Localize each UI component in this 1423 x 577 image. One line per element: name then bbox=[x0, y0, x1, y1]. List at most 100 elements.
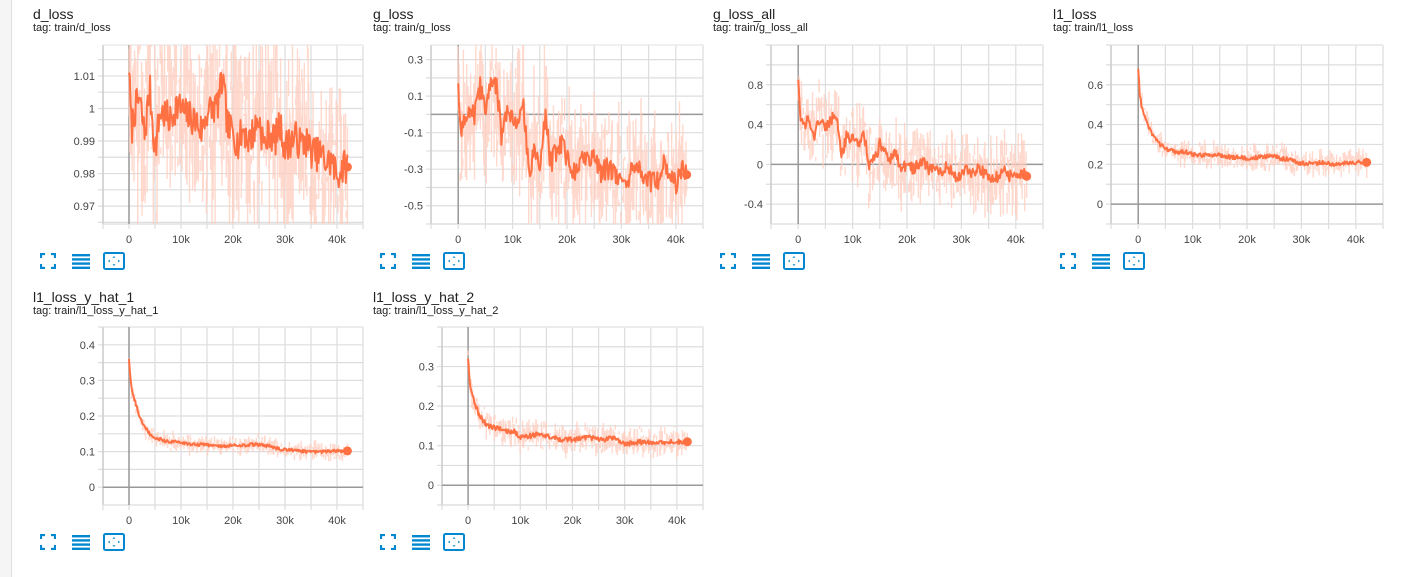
raw-series bbox=[797, 75, 1028, 221]
toggle-log-scale-button[interactable] bbox=[1090, 251, 1112, 271]
list-icon bbox=[752, 254, 770, 269]
y-tick-label: 0.3 bbox=[419, 362, 434, 374]
y-tick-label: -0.1 bbox=[404, 128, 423, 140]
x-tick-label: 10k bbox=[1184, 234, 1202, 246]
smoothed-series bbox=[457, 76, 688, 195]
y-tick-label: 0.4 bbox=[748, 120, 763, 132]
chart-toolbar bbox=[377, 532, 476, 552]
fullscreen-icon bbox=[1060, 253, 1076, 269]
y-tick-label: 0.6 bbox=[1088, 80, 1103, 92]
raw-series bbox=[1137, 69, 1368, 179]
toggle-log-scale-button[interactable] bbox=[410, 532, 432, 552]
chart-card-g-loss-all: g_loss_all tag: train/g_loss_all 0.8 0.4 0… bbox=[713, 0, 1053, 280]
x-tick-label: 40k bbox=[1347, 234, 1365, 246]
expand-chart-button[interactable] bbox=[1057, 251, 1079, 271]
y-tick-label: 0 bbox=[757, 159, 763, 171]
last-point-marker[interactable] bbox=[682, 437, 692, 447]
fit-domain-icon bbox=[103, 252, 125, 270]
chart-toolbar bbox=[37, 251, 136, 271]
y-tick-label: 0.2 bbox=[80, 411, 95, 423]
grid bbox=[98, 326, 364, 510]
expand-chart-button[interactable] bbox=[377, 532, 399, 552]
x-tick-label: 30k bbox=[276, 234, 294, 246]
chart-card-g-loss: g_loss tag: train/g_loss 0.3 0.1 -0.1 -0.3 -… bbox=[373, 0, 713, 280]
toggle-log-scale-button[interactable] bbox=[70, 251, 92, 271]
line-chart[interactable]: 0.3 0.1 -0.1 -0.3 -0.5 0 10k 20k 30k 40k bbox=[373, 0, 713, 280]
y-tick-label: 0.98 bbox=[74, 169, 95, 181]
x-tick-label: 40k bbox=[1007, 234, 1025, 246]
last-point-marker[interactable] bbox=[682, 170, 692, 180]
last-point-marker[interactable] bbox=[1362, 157, 1372, 167]
fit-domain-button[interactable] bbox=[783, 251, 805, 271]
toggle-log-scale-button[interactable] bbox=[750, 251, 772, 271]
chart-title: l1_loss_y_hat_2 bbox=[373, 289, 475, 305]
last-point-marker[interactable] bbox=[1022, 171, 1032, 181]
grid bbox=[1106, 44, 1384, 229]
smoothed-series bbox=[797, 79, 1028, 184]
grid bbox=[437, 326, 704, 510]
y-tick-label: 0.8 bbox=[748, 80, 763, 92]
x-tick-label: 40k bbox=[667, 234, 685, 246]
y-tick-label: 0.4 bbox=[80, 340, 95, 352]
fit-domain-button[interactable] bbox=[1123, 251, 1145, 271]
y-tick-label: 0.3 bbox=[408, 55, 423, 67]
fullscreen-icon bbox=[380, 534, 396, 550]
expand-chart-button[interactable] bbox=[377, 251, 399, 271]
x-tick-label: 20k bbox=[1238, 234, 1256, 246]
fit-domain-button[interactable] bbox=[103, 532, 125, 552]
x-tick-label: 30k bbox=[613, 234, 631, 246]
y-tick-label: 0.2 bbox=[419, 401, 434, 413]
fit-domain-button[interactable] bbox=[103, 251, 125, 271]
chart-card-l1-loss-y-hat-2: l1_loss_y_hat_2 tag: train/l1_loss_y_hat… bbox=[373, 283, 713, 563]
y-tick-label: 0.1 bbox=[419, 441, 434, 453]
smoothed-series bbox=[128, 358, 348, 455]
list-icon bbox=[72, 254, 90, 269]
x-tick-label: 0 bbox=[455, 234, 461, 246]
chart-title: g_loss_all bbox=[713, 6, 776, 22]
toggle-log-scale-button[interactable] bbox=[410, 251, 432, 271]
x-tick-label: 20k bbox=[564, 515, 582, 527]
fullscreen-icon bbox=[380, 253, 396, 269]
line-chart[interactable]: 0.3 0.2 0.1 0 0 10k 20k 30k 40k bbox=[373, 283, 713, 563]
x-tick-label: 30k bbox=[276, 515, 294, 527]
line-chart[interactable]: 1.01 1 0.99 0.98 0.97 0 10k 20k 30k 40k bbox=[33, 0, 373, 280]
y-tick-label: 1.01 bbox=[74, 71, 95, 83]
last-point-marker[interactable] bbox=[342, 446, 352, 456]
y-tick-label: 0.3 bbox=[80, 375, 95, 387]
x-tick-label: 20k bbox=[558, 234, 576, 246]
line-chart[interactable]: 0.6 0.4 0.2 0 0 10k 20k 30k 40k bbox=[1053, 0, 1393, 280]
x-tick-label: 20k bbox=[898, 234, 916, 246]
x-tick-label: 0 bbox=[465, 515, 471, 527]
x-tick-label: 40k bbox=[668, 515, 686, 527]
fit-domain-icon bbox=[443, 533, 465, 551]
expand-chart-button[interactable] bbox=[37, 251, 59, 271]
fullscreen-icon bbox=[40, 253, 56, 269]
x-tick-label: 10k bbox=[172, 234, 190, 246]
x-tick-label: 10k bbox=[172, 515, 190, 527]
list-icon bbox=[72, 535, 90, 550]
line-chart[interactable]: 0.4 0.3 0.2 0.1 0 0 10k 20k 30k 40k bbox=[33, 283, 373, 563]
expand-chart-button[interactable] bbox=[717, 251, 739, 271]
fit-domain-button[interactable] bbox=[443, 532, 465, 552]
y-tick-label: -0.5 bbox=[404, 201, 423, 213]
line-chart[interactable]: 0.8 0.4 0 -0.4 0 10k 20k 30k 40k bbox=[713, 0, 1053, 280]
chart-card-d-loss: d_loss tag: train/d_loss 1.01 1 0.99 0.98 0.… bbox=[33, 0, 373, 280]
fit-domain-button[interactable] bbox=[443, 251, 465, 271]
toggle-log-scale-button[interactable] bbox=[70, 532, 92, 552]
y-tick-label: 0.97 bbox=[74, 201, 95, 213]
y-tick-label: 0.99 bbox=[74, 136, 95, 148]
chart-card-l1-loss-y-hat-1: l1_loss_y_hat_1 tag: train/l1_loss_y_hat… bbox=[33, 283, 373, 563]
x-tick-label: 10k bbox=[844, 234, 862, 246]
x-tick-label: 0 bbox=[126, 234, 132, 246]
last-point-marker[interactable] bbox=[342, 162, 352, 172]
y-tick-label: 0.4 bbox=[1088, 120, 1103, 132]
x-tick-label: 20k bbox=[224, 515, 242, 527]
y-tick-label: -0.4 bbox=[744, 199, 763, 211]
y-tick-label: 0.2 bbox=[1088, 159, 1103, 171]
chart-toolbar bbox=[377, 251, 476, 271]
chart-title: l1_loss bbox=[1053, 6, 1097, 22]
chart-tag: tag: train/g_loss bbox=[373, 22, 451, 34]
fit-domain-icon bbox=[103, 533, 125, 551]
list-icon bbox=[412, 254, 430, 269]
expand-chart-button[interactable] bbox=[37, 532, 59, 552]
